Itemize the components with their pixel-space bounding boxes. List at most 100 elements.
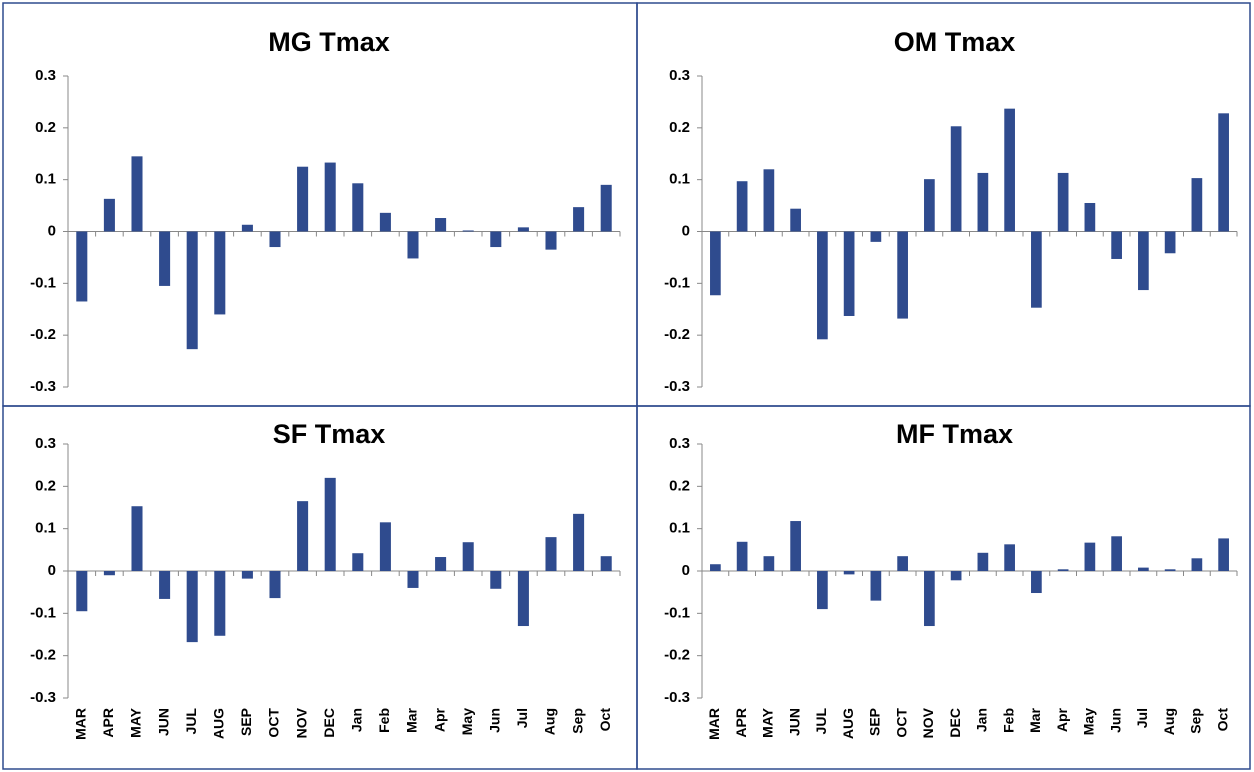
x-tick-label: OCT — [893, 708, 909, 738]
bar — [407, 231, 419, 259]
bar — [790, 521, 801, 571]
chart-title: OM Tmax — [894, 27, 1016, 57]
bar — [435, 557, 447, 571]
x-tick-label: APR — [100, 708, 116, 738]
bar — [1057, 569, 1069, 571]
x-tick-label: Sep — [569, 708, 585, 734]
panel-border — [2, 2, 638, 407]
x-tick-label: Apr — [1054, 707, 1070, 732]
x-tick-label: AUG — [211, 708, 227, 739]
y-tick-label: 0.1 — [35, 520, 56, 537]
bar — [241, 224, 253, 232]
x-tick-label: MAY — [128, 707, 144, 737]
panel-border — [636, 405, 1251, 770]
bar — [545, 231, 557, 250]
bar — [1084, 202, 1096, 232]
bar — [517, 227, 529, 232]
bar — [352, 553, 364, 571]
x-tick-label: JUN — [786, 708, 802, 736]
y-tick-label: -0.1 — [664, 604, 690, 621]
bar — [573, 513, 585, 571]
bar — [710, 564, 721, 571]
bar — [710, 231, 721, 296]
x-tick-label: Jul — [514, 708, 530, 728]
x-tick-label: Aug — [1161, 708, 1177, 735]
bar — [1191, 558, 1203, 571]
bar — [950, 571, 962, 581]
bar — [379, 212, 391, 232]
x-tick-label: Sep — [1188, 708, 1204, 734]
y-tick-label: 0.3 — [35, 67, 56, 84]
bar — [435, 218, 447, 232]
x-tick-label: AUG — [840, 708, 856, 739]
panel-border — [636, 2, 1251, 407]
y-tick-label: 0 — [48, 562, 56, 579]
y-tick-label: -0.1 — [30, 604, 56, 621]
bar — [817, 231, 828, 340]
y-tick-label: 0.1 — [35, 171, 56, 188]
x-tick-label: Jun — [1107, 708, 1123, 733]
bar — [159, 231, 171, 286]
bar — [924, 179, 935, 232]
x-tick-label: Jan — [974, 708, 990, 732]
x-tick-label: Aug — [542, 708, 558, 735]
bar — [76, 231, 88, 302]
x-tick-label: Mar — [404, 707, 420, 732]
x-tick-label: Mar — [1027, 707, 1043, 732]
x-tick-label: Jan — [349, 708, 365, 732]
chart-title: MF Tmax — [896, 419, 1013, 449]
bar — [843, 231, 855, 316]
x-tick-label: May — [459, 708, 475, 735]
bar — [186, 571, 198, 643]
bar — [763, 556, 775, 571]
bar — [736, 541, 748, 571]
y-tick-label: -0.3 — [30, 378, 56, 395]
y-tick-label: -0.2 — [30, 647, 56, 664]
bar — [297, 166, 309, 232]
bar — [407, 571, 419, 588]
x-tick-label: May — [1081, 708, 1097, 735]
bar — [76, 571, 88, 612]
bar — [1111, 536, 1122, 571]
chart-title: SF Tmax — [273, 419, 386, 449]
x-tick-label: NOV — [920, 707, 936, 738]
bar — [297, 501, 309, 571]
chart-title: MG Tmax — [268, 27, 390, 57]
y-tick-label: -0.3 — [664, 378, 690, 395]
bar — [1218, 538, 1229, 571]
bar — [1138, 567, 1149, 571]
y-tick-label: 0.2 — [669, 477, 690, 494]
y-tick-label: -0.2 — [664, 647, 690, 664]
bar — [763, 169, 775, 232]
y-tick-label: 0.2 — [35, 477, 56, 494]
bar — [131, 506, 143, 571]
x-tick-label: APR — [733, 708, 749, 738]
bar — [1164, 231, 1176, 254]
x-tick-label: SEP — [238, 708, 254, 736]
bar — [517, 571, 529, 627]
bar — [159, 571, 171, 599]
bar — [462, 230, 474, 232]
bar — [490, 571, 502, 589]
bar — [897, 231, 908, 319]
bar — [269, 231, 281, 248]
bar — [897, 556, 908, 571]
x-tick-label: DEC — [947, 708, 963, 738]
bar — [1031, 231, 1042, 308]
bar — [214, 571, 226, 636]
x-tick-label: Jul — [1134, 708, 1150, 728]
bar — [843, 571, 855, 575]
bar — [736, 181, 748, 232]
x-tick-label: Oct — [597, 708, 613, 732]
x-tick-label: Oct — [1214, 708, 1230, 732]
bar — [545, 537, 557, 571]
bar — [600, 556, 612, 571]
x-tick-label: JUN — [155, 708, 171, 736]
y-tick-label: 0.3 — [669, 67, 690, 84]
y-tick-label: -0.3 — [30, 689, 56, 706]
bar — [870, 231, 882, 242]
bar — [790, 208, 801, 232]
x-tick-label: SEP — [867, 708, 883, 736]
bar — [131, 156, 143, 232]
bar — [870, 571, 882, 601]
